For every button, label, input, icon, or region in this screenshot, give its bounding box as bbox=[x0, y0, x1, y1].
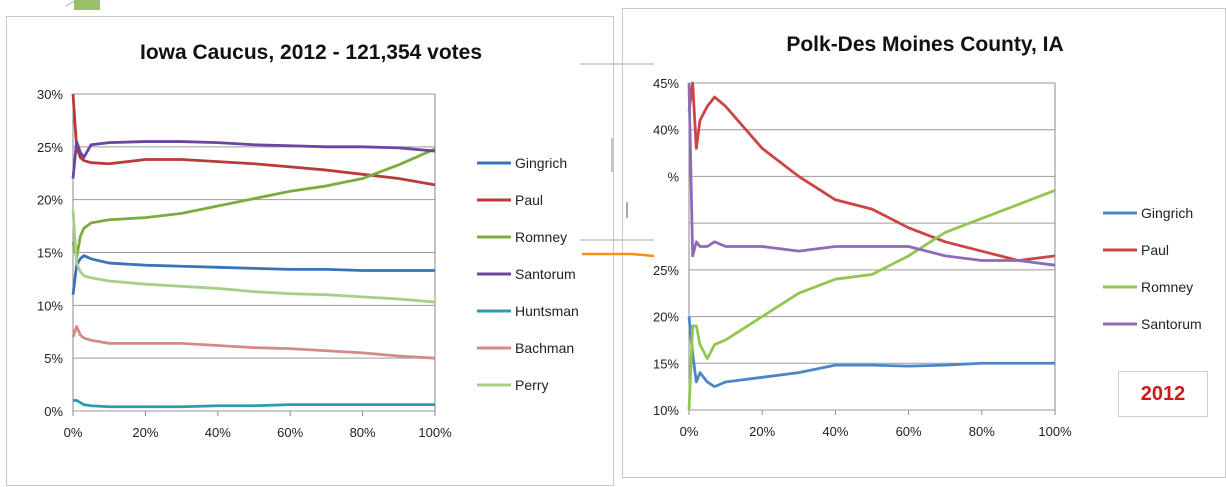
x-axis-ticks: 0% 20% 40% 60% 80% 100% bbox=[64, 411, 452, 440]
series-line-romney bbox=[687, 189, 1056, 411]
series-lines bbox=[687, 81, 1056, 411]
chart-title: Iowa Caucus, 2012 - 121,354 votes bbox=[140, 41, 482, 64]
series-line-santorum bbox=[71, 140, 436, 179]
legend-label-huntsman: Huntsman bbox=[515, 303, 579, 319]
x-tick-label: 40% bbox=[822, 424, 848, 439]
legend-label-perry: Perry bbox=[515, 377, 548, 393]
y-tick-label: 15% bbox=[653, 356, 679, 371]
chart-panel-iowa: Iowa Caucus, 2012 - 121,354 votes 0% 5% 10… bbox=[6, 16, 614, 486]
chart-polk-des-moines: Polk-Des Moines County, IA 10% 15% 20% 25%%… bbox=[653, 33, 1202, 439]
y-tick-label: 0% bbox=[44, 404, 63, 419]
y-tick-label: 25% bbox=[37, 140, 63, 155]
x-tick-label: 80% bbox=[969, 424, 995, 439]
y-tick-label: 10% bbox=[37, 298, 63, 313]
y-tick-label: % bbox=[667, 169, 679, 184]
y-tick-label: 30% bbox=[37, 87, 63, 102]
x-tick-label: 0% bbox=[680, 424, 699, 439]
year-badge: 2012 bbox=[1118, 371, 1208, 417]
corner-mark bbox=[65, 0, 100, 10]
legend-label-romney: Romney bbox=[515, 229, 567, 245]
series-line-santorum bbox=[687, 82, 1056, 267]
x-tick-label: 20% bbox=[749, 424, 775, 439]
y-axis-ticks: 10% 15% 20% 25%% 40% 45% bbox=[653, 76, 679, 418]
y-tick-label: 25% bbox=[653, 263, 679, 278]
x-tick-label: 100% bbox=[1038, 424, 1072, 439]
series-line-paul bbox=[71, 93, 436, 187]
legend-label-romney: Romney bbox=[1141, 279, 1193, 295]
x-tick-label: 20% bbox=[132, 425, 158, 440]
x-tick-label: 60% bbox=[277, 425, 303, 440]
y-tick-label: 20% bbox=[653, 310, 679, 325]
x-axis-ticks: 0% 20% 40% 60% 80% 100% bbox=[680, 410, 1072, 439]
chart-title: Polk-Des Moines County, IA bbox=[786, 33, 1063, 56]
chart-panel-polk: Polk-Des Moines County, IA 10% 15% 20% 25%%… bbox=[622, 8, 1226, 478]
legend-label-santorum: Santorum bbox=[515, 266, 576, 282]
legend-label-santorum: Santorum bbox=[1141, 316, 1202, 332]
legend: Gingrich Paul Romney Santorum Huntsman Bachma… bbox=[477, 155, 579, 393]
y-tick-label: 15% bbox=[37, 246, 63, 261]
series-line-perry bbox=[71, 210, 436, 304]
x-tick-label: 0% bbox=[64, 425, 83, 440]
legend-label-gingrich: Gingrich bbox=[515, 155, 567, 171]
series-line-paul bbox=[687, 81, 1056, 262]
y-tick-label: 40% bbox=[653, 123, 679, 138]
y-tick-label: 10% bbox=[653, 403, 679, 418]
x-tick-label: 40% bbox=[205, 425, 231, 440]
series-line-gingrich bbox=[71, 254, 435, 295]
legend: Gingrich Paul Romney Santorum bbox=[1103, 205, 1202, 332]
y-tick-label: 5% bbox=[44, 351, 63, 366]
x-tick-label: 100% bbox=[418, 425, 452, 440]
legend-label-paul: Paul bbox=[515, 192, 543, 208]
legend-label-gingrich: Gingrich bbox=[1141, 205, 1193, 221]
series-lines bbox=[71, 93, 436, 409]
y-tick-label: 20% bbox=[37, 193, 63, 208]
overlap-artifacts bbox=[580, 63, 655, 258]
series-line-huntsman bbox=[73, 399, 435, 409]
legend-label-bachman: Bachman bbox=[515, 340, 574, 356]
x-tick-label: 80% bbox=[350, 425, 376, 440]
chart-iowa-caucus: Iowa Caucus, 2012 - 121,354 votes 0% 5% 10… bbox=[37, 41, 579, 440]
series-line-bachman bbox=[71, 325, 436, 360]
y-axis-ticks: 0% 5% 10% 15% 20% 25% 30% bbox=[37, 87, 63, 419]
legend-label-paul: Paul bbox=[1141, 242, 1169, 258]
x-tick-label: 60% bbox=[896, 424, 922, 439]
y-tick-label: 45% bbox=[653, 76, 679, 91]
series-line-gingrich bbox=[687, 316, 1055, 389]
series-line-romney bbox=[71, 147, 436, 260]
